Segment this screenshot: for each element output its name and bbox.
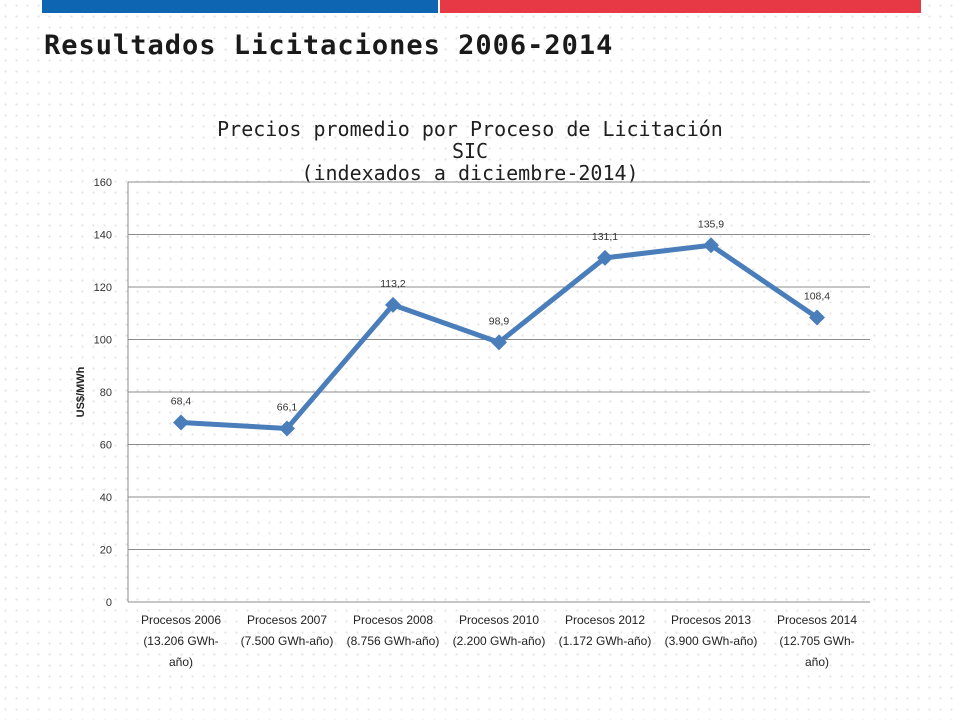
data-label: 68,4 — [171, 395, 192, 407]
top-accent-bar-red — [440, 0, 921, 13]
x-category-label: (2.200 GWh-año) — [453, 634, 546, 648]
data-point-marker — [385, 296, 401, 313]
top-accent-bar-blue — [42, 0, 438, 13]
data-label: 98,9 — [489, 315, 510, 327]
data-point-marker — [173, 414, 189, 431]
chart-title: Precios promedio por Proceso de Licitaci… — [120, 118, 820, 184]
data-point-marker — [703, 237, 719, 254]
x-category-label: Procesos 2008 — [353, 613, 433, 627]
data-point-marker — [809, 309, 825, 326]
data-point-marker — [279, 420, 295, 437]
x-category-label: Procesos 2013 — [671, 613, 751, 627]
data-label: 66,1 — [277, 401, 298, 413]
y-tick-label: 0 — [106, 597, 112, 609]
y-tick-label: 40 — [100, 492, 112, 504]
y-tick-label: 60 — [100, 440, 112, 452]
y-tick-label: 80 — [100, 387, 112, 399]
y-tick-label: 100 — [94, 335, 112, 347]
x-category-label: (12.705 GWh- — [779, 634, 854, 648]
x-category-label: (8.756 GWh-año) — [347, 634, 440, 648]
y-axis-title: US$/MWh — [75, 366, 87, 417]
chart-title-line-2: SIC — [451, 139, 489, 163]
x-category-label: (7.500 GWh-año) — [241, 634, 334, 648]
x-category-label: Procesos 2007 — [247, 613, 327, 627]
y-tick-label: 160 — [94, 177, 112, 189]
x-category-label: Procesos 2012 — [565, 613, 645, 627]
y-tick-label: 140 — [94, 230, 112, 242]
x-category-label: año) — [805, 655, 829, 669]
x-category-label: Procesos 2014 — [777, 613, 857, 627]
data-label: 108,4 — [804, 290, 830, 302]
x-category-label: (13.206 GWh- — [143, 634, 218, 648]
chart-title-line-3: (indexados a diciembre-2014) — [301, 161, 639, 185]
x-category-label: Procesos 2010 — [459, 613, 539, 627]
x-category-label: (1.172 GWh-año) — [559, 634, 652, 648]
data-label: 135,9 — [698, 218, 724, 230]
y-tick-label: 120 — [94, 282, 112, 294]
x-category-label: (3.900 GWh-año) — [665, 634, 758, 648]
data-label: 131,1 — [592, 231, 618, 243]
data-point-marker — [491, 334, 507, 351]
chart-title-line-1: Precios promedio por Proceso de Licitaci… — [217, 117, 723, 141]
slide-title: Resultados Licitaciones 2006-2014 — [44, 30, 614, 61]
x-category-label: Procesos 2006 — [141, 613, 221, 627]
x-category-label: año) — [169, 655, 193, 669]
data-label: 113,2 — [380, 278, 406, 290]
data-point-marker — [597, 249, 613, 266]
y-tick-label: 20 — [100, 545, 112, 557]
